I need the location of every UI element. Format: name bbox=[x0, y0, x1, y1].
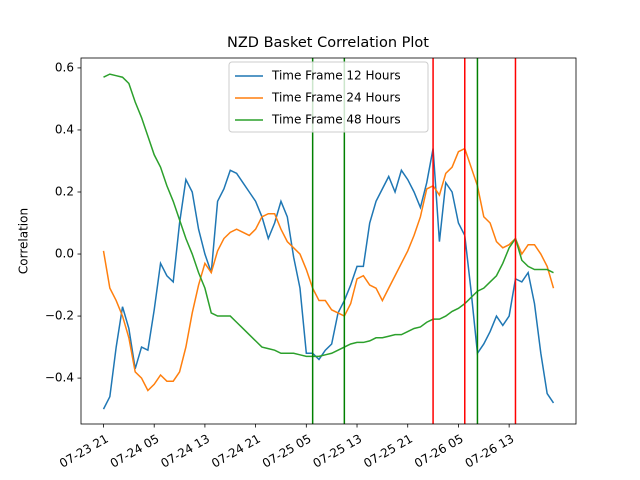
series-line bbox=[102, 148, 555, 410]
y-tick-label: −0.4 bbox=[45, 371, 74, 385]
y-tick-label: 0.6 bbox=[55, 60, 74, 74]
series-line bbox=[102, 147, 555, 392]
chart-title: NZD Basket Correlation Plot bbox=[227, 35, 429, 51]
legend-label: Time Frame 48 Hours bbox=[271, 113, 401, 127]
legend-label: Time Frame 12 Hours bbox=[271, 69, 401, 83]
axes-frame bbox=[80, 57, 577, 425]
y-axis-label: Correlation bbox=[17, 208, 31, 274]
series-line bbox=[103, 73, 554, 358]
legend: Time Frame 12 Hours Time Frame 24 Hours Ti… bbox=[228, 61, 429, 133]
legend-box bbox=[228, 61, 429, 133]
legend-label: Time Frame 24 Hours bbox=[271, 91, 401, 105]
y-tick-label: 0.2 bbox=[55, 184, 74, 198]
y-tick-label: −0.2 bbox=[45, 309, 74, 323]
y-tick-label: 0.0 bbox=[55, 247, 74, 261]
y-tick-label: 0.4 bbox=[55, 122, 74, 136]
